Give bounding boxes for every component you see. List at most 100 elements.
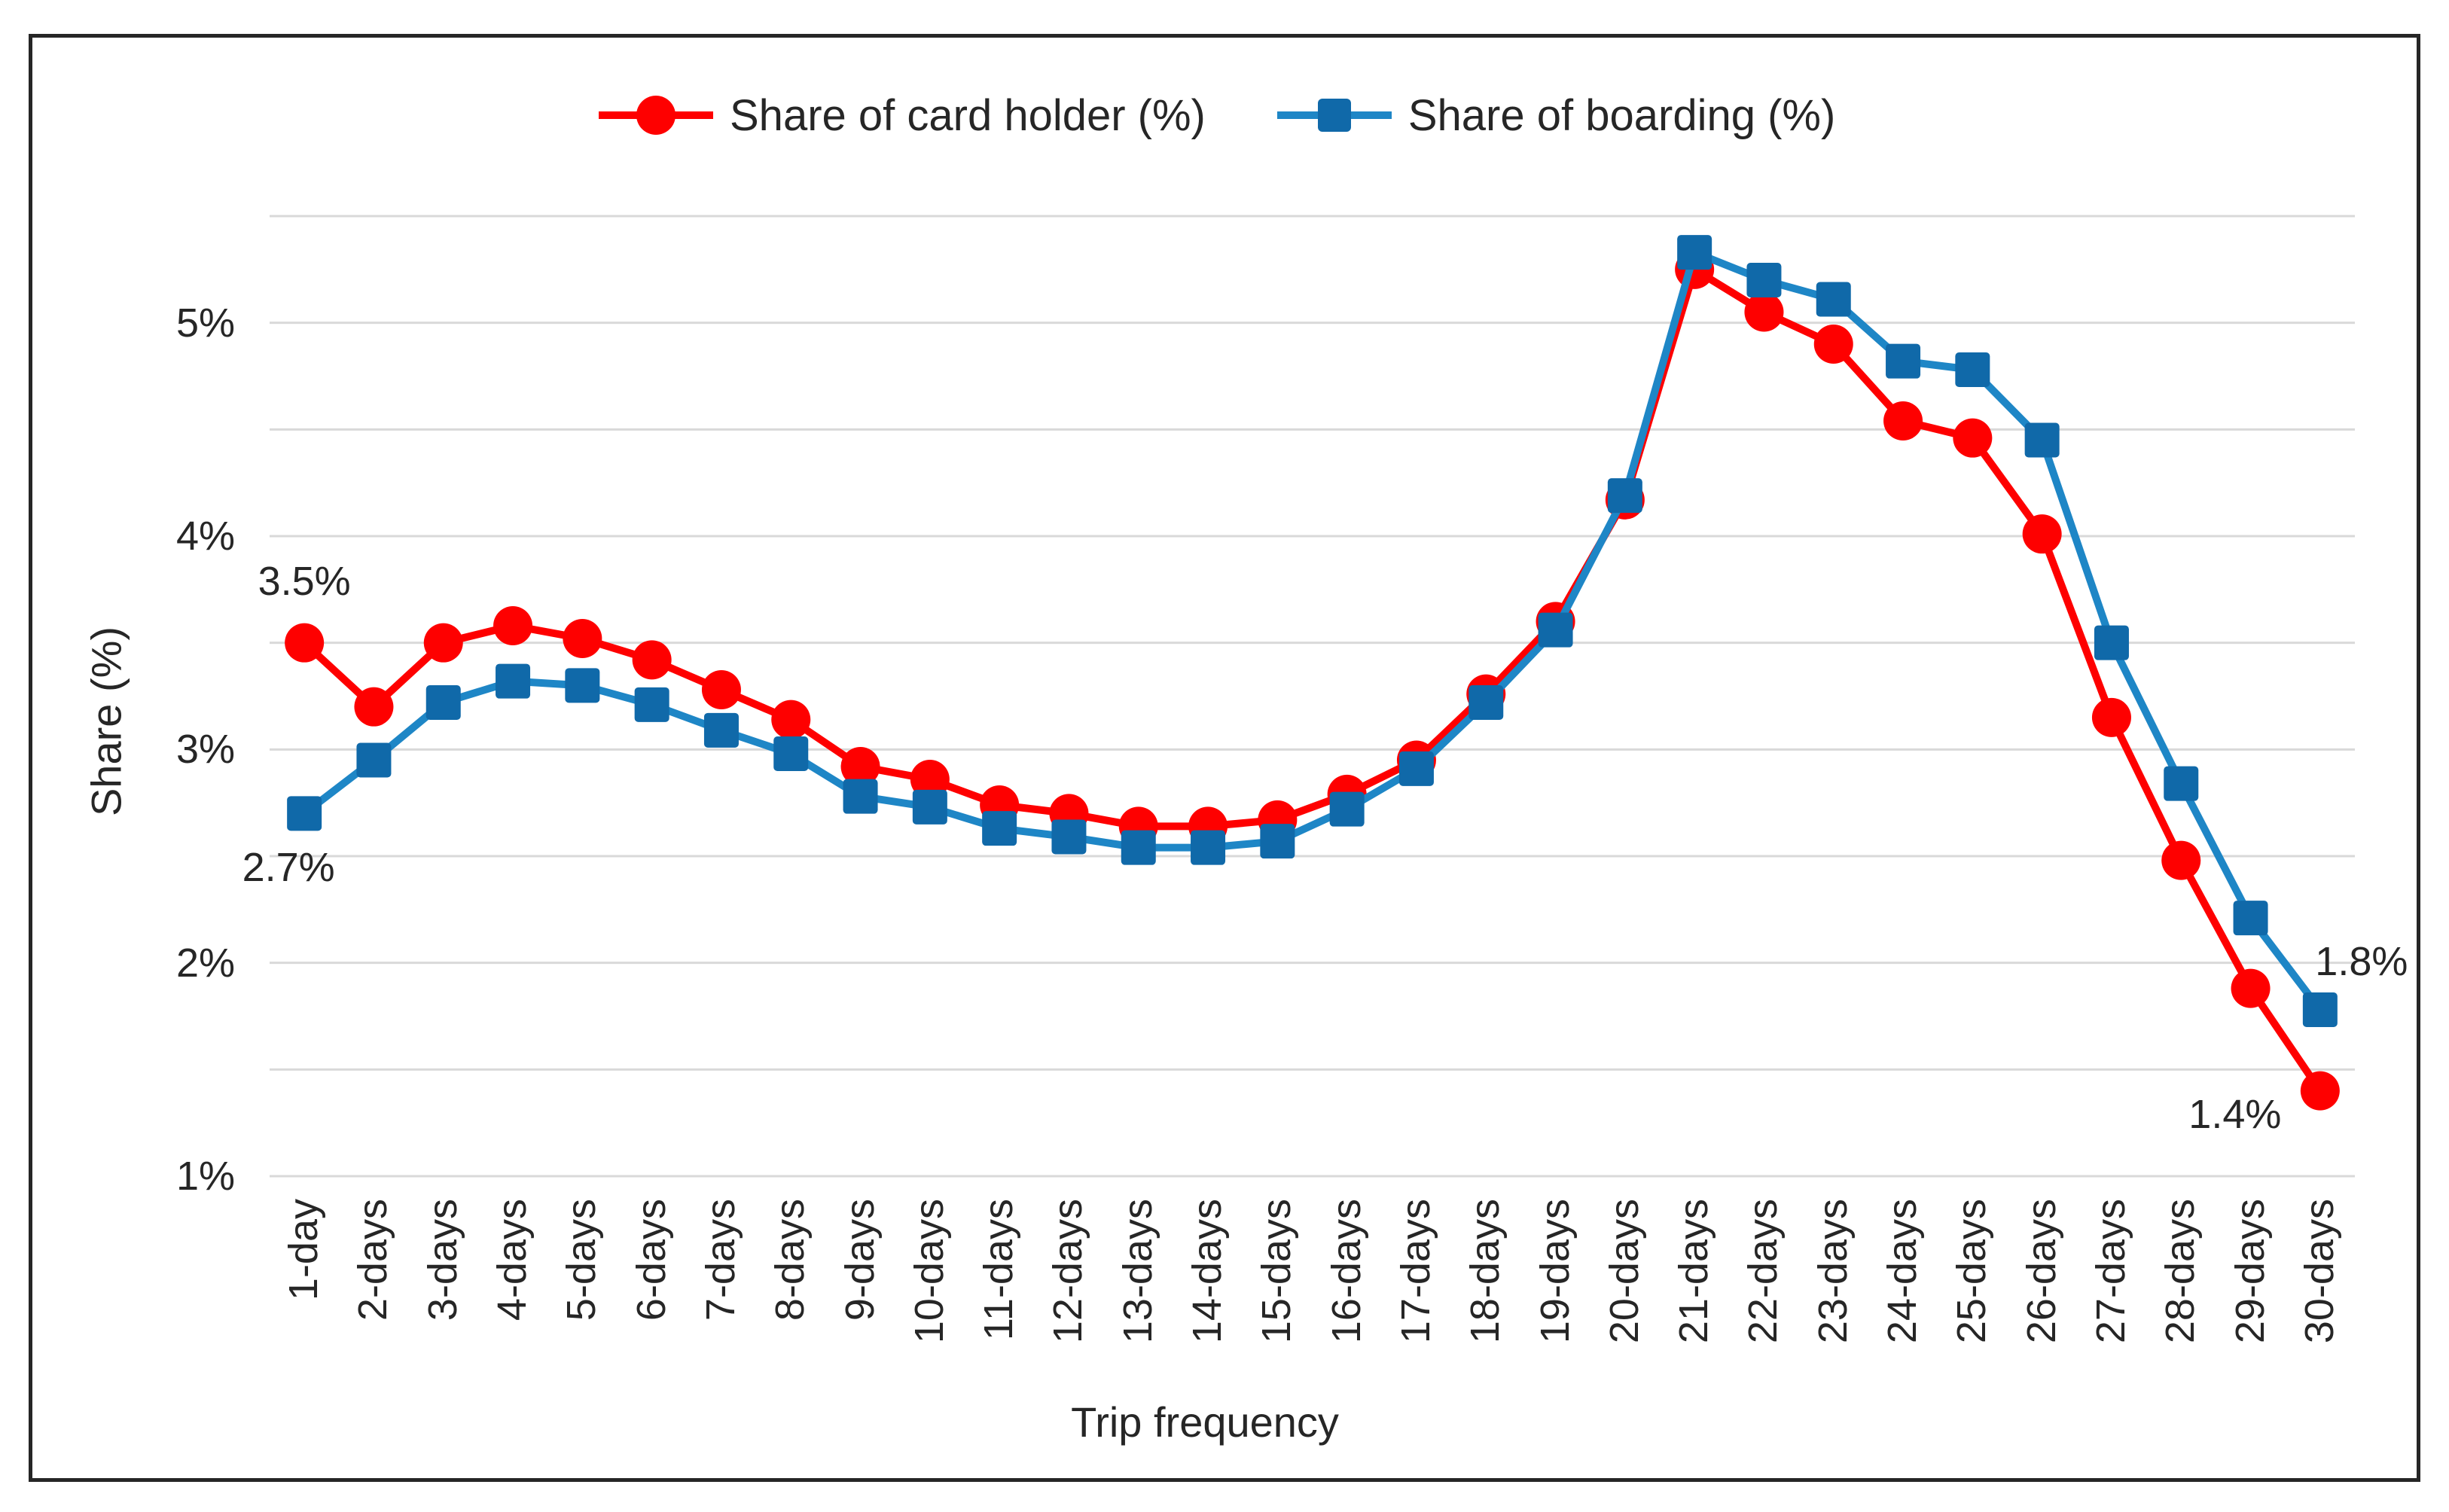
y-tick-label: 3% [175, 727, 235, 773]
data-point-square [1816, 282, 1851, 317]
data-point-circle [701, 670, 741, 709]
data-point-circle [423, 623, 463, 663]
x-tick-label-wrap: 29-days [2226, 1199, 2276, 1347]
x-tick-label: 13-days [1115, 1199, 1160, 1344]
data-point-square [1051, 819, 1087, 855]
x-tick-label-wrap: 25-days [1947, 1199, 1997, 1347]
x-tick-label-wrap: 2-days [349, 1199, 399, 1325]
x-tick-label-wrap: 10-days [905, 1199, 955, 1347]
x-tick-label-wrap: 12-days [1045, 1199, 1094, 1347]
x-tick-label-wrap: 14-days [1183, 1199, 1233, 1347]
x-axis-title: Trip frequency [1071, 1398, 1339, 1446]
data-point-circle [285, 623, 325, 663]
y-axis-title-text: Share (%) [82, 626, 130, 817]
x-tick-label: 10-days [906, 1199, 952, 1344]
data-point-square [2164, 766, 2199, 801]
legend-item-boarding: Share of boarding (%) [1276, 90, 1836, 141]
x-tick-label: 5-days [559, 1199, 605, 1321]
x-tick-label: 15-days [1254, 1199, 1300, 1344]
data-point-square [1191, 830, 1226, 865]
x-tick-label: 6-days [628, 1199, 674, 1321]
y-tick-label: 4% [175, 514, 235, 559]
x-tick-label-wrap: 16-days [1322, 1199, 1372, 1347]
x-tick-label: 18-days [1462, 1199, 1508, 1344]
data-label: 2.7% [242, 845, 335, 891]
x-tick-label-wrap: 7-days [697, 1199, 746, 1325]
x-tick-label: 1-day [281, 1199, 327, 1301]
x-tick-label-wrap: 19-days [1531, 1199, 1581, 1347]
legend-marker-boarding [1276, 93, 1392, 138]
data-point-circle [2300, 1071, 2340, 1111]
legend-marker-card-holder [599, 93, 713, 138]
x-tick-label: 23-days [1810, 1199, 1856, 1344]
data-point-square [773, 736, 809, 771]
x-tick-label-wrap: 28-days [2156, 1199, 2206, 1347]
x-tick-label: 19-days [1532, 1199, 1578, 1344]
x-tick-label: 26-days [2018, 1199, 2064, 1344]
x-tick-label: 12-days [1045, 1199, 1091, 1344]
data-point-square [2302, 992, 2338, 1027]
legend-label-boarding: Share of boarding (%) [1407, 90, 1836, 140]
data-point-square [1955, 352, 1990, 387]
legend-square-icon [1317, 99, 1351, 132]
data-point-circle [910, 760, 950, 799]
x-tick-label: 24-days [1880, 1199, 1926, 1344]
x-tick-label-wrap: 20-days [1600, 1199, 1650, 1347]
legend: Share of card holder (%) Share of boardi… [599, 87, 1835, 143]
data-point-square [2024, 422, 2060, 458]
x-tick-label: 8-days [767, 1199, 813, 1321]
data-point-square [982, 811, 1017, 846]
y-tick-label: 1% [175, 1154, 235, 1199]
x-tick-label: 16-days [1323, 1199, 1369, 1344]
x-tick-label-wrap: 24-days [1878, 1199, 1928, 1347]
x-tick-label-wrap: 22-days [1740, 1199, 1789, 1347]
x-tick-label-wrap: 30-days [2295, 1199, 2345, 1347]
y-tick-label: 2% [175, 940, 235, 986]
data-point-square [912, 789, 947, 825]
x-tick-label: 30-days [2296, 1199, 2342, 1344]
x-tick-label: 25-days [1949, 1199, 1995, 1344]
x-tick-label-wrap: 8-days [766, 1199, 816, 1325]
data-point-square [1329, 791, 1365, 827]
data-point-circle [2091, 697, 2131, 737]
data-point-circle [2161, 840, 2201, 880]
x-tick-label-wrap: 6-days [627, 1199, 677, 1325]
data-point-circle [1744, 292, 1784, 332]
x-tick-label: 20-days [1601, 1199, 1647, 1344]
data-point-square [287, 796, 322, 831]
x-tick-label-wrap: 15-days [1252, 1199, 1302, 1347]
data-point-square [703, 712, 739, 748]
legend-item-card-holder: Share of card holder (%) [599, 90, 1206, 141]
data-point-circle [632, 640, 672, 680]
x-tick-label: 7-days [698, 1199, 743, 1321]
x-tick-label-wrap: 5-days [557, 1199, 607, 1325]
legend-label-card-holder: Share of card holder (%) [730, 90, 1206, 140]
x-tick-label-wrap: 23-days [1809, 1199, 1859, 1347]
x-tick-label: 9-days [837, 1199, 883, 1321]
data-point-square [1886, 343, 1921, 379]
data-point-circle [1813, 325, 1853, 364]
x-tick-label-wrap: 17-days [1392, 1199, 1441, 1347]
data-point-square [356, 742, 392, 778]
x-tick-label: 27-days [2088, 1199, 2133, 1344]
y-tick-label: 5% [175, 300, 235, 346]
data-point-square [1607, 478, 1642, 514]
x-tick-label: 14-days [1185, 1199, 1231, 1344]
x-tick-label: 3-days [419, 1199, 465, 1321]
data-point-square [496, 663, 531, 699]
x-tick-label-wrap: 9-days [836, 1199, 886, 1325]
x-tick-label: 4-days [489, 1199, 535, 1321]
x-tick-label: 29-days [2227, 1199, 2273, 1344]
x-tick-label-wrap: 27-days [2087, 1199, 2136, 1347]
x-tick-label-wrap: 1-day [279, 1199, 329, 1304]
x-tick-label: 21-days [1671, 1199, 1717, 1344]
data-point-circle [771, 700, 811, 739]
data-point-square [1260, 824, 1295, 859]
data-label: 1.8% [2315, 939, 2408, 984]
x-tick-label-wrap: 21-days [1670, 1199, 1719, 1347]
x-tick-label: 11-days [976, 1199, 1022, 1341]
data-point-square [1468, 685, 1504, 720]
data-point-circle [563, 619, 602, 658]
x-tick-label: 28-days [2158, 1199, 2203, 1344]
